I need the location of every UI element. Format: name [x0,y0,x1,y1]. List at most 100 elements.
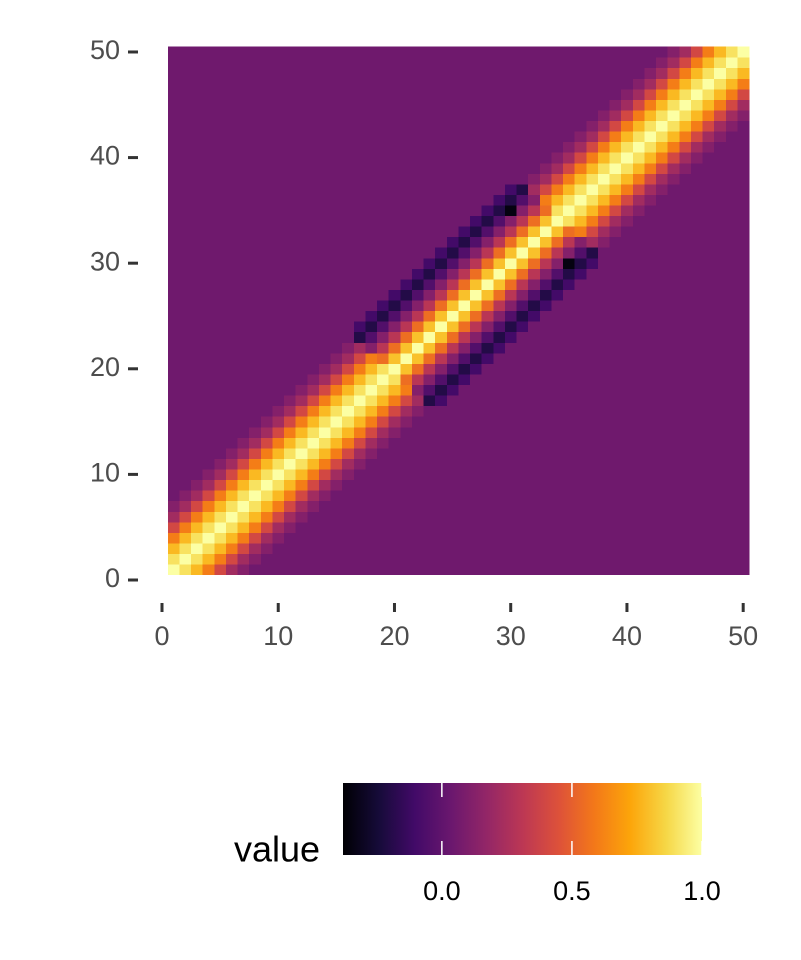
heatmap-cell [318,426,331,438]
heatmap-cell [179,395,192,407]
heatmap-cell [377,57,390,69]
heatmap-cell [167,331,180,343]
heatmap-cell [528,490,541,502]
heatmap-cell [679,458,692,470]
heatmap-cell [458,543,471,554]
heatmap-cell [318,88,331,100]
heatmap-cell [470,437,483,449]
heatmap-cell [644,78,657,90]
heatmap-cell [609,205,622,217]
heatmap-cell [656,257,669,269]
heatmap-cell [400,374,413,386]
heatmap-cell [423,447,436,459]
heatmap-cell [679,110,692,122]
heatmap-cell [249,46,262,58]
heatmap-cell [191,458,204,470]
heatmap-cell [656,511,669,523]
heatmap-cell [202,521,215,533]
heatmap-cell [586,205,599,217]
heatmap-cell [330,532,343,544]
heatmap-cell [423,46,436,58]
heatmap-cell [214,384,227,396]
heatmap-cell [609,78,622,90]
heatmap-cell [470,553,483,565]
heatmap-cell [702,279,715,290]
heatmap-cell [365,426,378,438]
heatmap-cell [353,268,366,280]
heatmap-cell [365,131,378,143]
heatmap-cell [609,99,622,111]
heatmap-cell [504,57,517,69]
heatmap-cell [365,78,378,90]
heatmap-cell [377,521,390,533]
heatmap-cell [202,268,215,280]
heatmap-cell [249,342,262,354]
heatmap-cell [516,215,529,227]
heatmap-cell [539,426,552,438]
heatmap-cell [714,331,727,343]
heatmap-cell [597,352,610,364]
heatmap-cell [237,310,250,322]
heatmap-cell [539,543,552,554]
heatmap-cell [481,437,494,449]
heatmap-cell [528,88,541,100]
heatmap-cell [307,310,320,322]
heatmap-cell [423,257,436,269]
heatmap-cell [260,300,273,312]
heatmap-cell [516,363,529,375]
heatmap-cell [725,500,738,512]
heatmap-cell [411,310,424,322]
heatmap-cell [504,88,517,100]
heatmap-cell [528,521,541,533]
heatmap-cell [539,205,552,217]
heatmap-cell [516,416,529,428]
heatmap-cell [656,331,669,343]
heatmap-cell [214,162,227,174]
heatmap-cell [714,215,727,227]
heatmap-cell [621,331,634,343]
heatmap-cell [237,342,250,354]
heatmap-cell [528,183,541,195]
heatmap-cell [632,447,645,459]
heatmap-cell [353,500,366,512]
heatmap-cell [237,268,250,280]
heatmap-cell [667,405,680,417]
heatmap-cell [737,120,750,132]
heatmap-cell [644,447,657,459]
heatmap-cell [388,490,401,502]
heatmap-cell [388,257,401,269]
heatmap-cell [388,67,401,79]
heatmap-cell [609,532,622,544]
heatmap-cell [284,342,297,354]
heatmap-cell [307,490,320,502]
heatmap-cell [318,543,331,554]
heatmap-cell [481,78,494,90]
heatmap-cell [516,447,529,459]
heatmap-cell [307,67,320,79]
heatmap-cell [423,321,436,333]
heatmap-cell [388,183,401,195]
heatmap-cell [470,521,483,533]
heatmap-cell [446,437,459,449]
heatmap-cell [586,426,599,438]
heatmap-cell [656,120,669,132]
heatmap-cell [353,257,366,269]
heatmap-cell [435,152,448,164]
heatmap-cell [656,321,669,333]
heatmap-cell [528,500,541,512]
heatmap-cell [493,67,506,79]
heatmap-cell [377,46,390,58]
heatmap-cell [679,564,692,576]
heatmap-cell [400,352,413,364]
heatmap-cell [295,342,308,354]
heatmap-cell [342,215,355,227]
heatmap-cell [528,331,541,343]
heatmap-cell [656,226,669,238]
heatmap-cell [516,289,529,301]
heatmap-cell [737,437,750,449]
heatmap-cell [470,236,483,248]
heatmap-cell [167,120,180,132]
heatmap-cell [272,352,285,364]
heatmap-cell [609,247,622,259]
heatmap-cell [609,352,622,364]
